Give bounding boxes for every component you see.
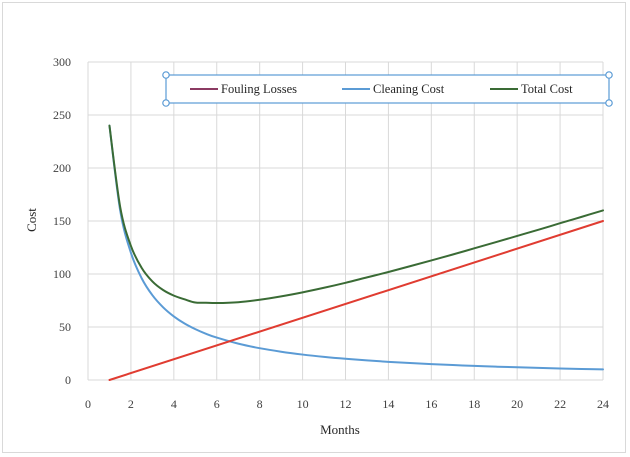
legend-handle-top-left[interactable] <box>162 71 170 79</box>
y-tick-label: 250 <box>53 108 71 122</box>
x-tick-label: 22 <box>554 397 566 411</box>
x-tick-label: 12 <box>340 397 352 411</box>
x-tick-label: 24 <box>597 397 609 411</box>
x-tick-label: 2 <box>128 397 134 411</box>
x-tick-label: 4 <box>171 397 177 411</box>
y-tick-label: 200 <box>53 161 71 175</box>
legend-handle-bottom-left[interactable] <box>162 99 170 107</box>
x-tick-label: 0 <box>85 397 91 411</box>
x-tick-labels: 0 2 4 6 8 10 12 14 16 18 20 22 24 <box>85 397 609 411</box>
x-tick-label: 10 <box>297 397 309 411</box>
legend-box[interactable] <box>165 74 610 104</box>
legend-label-fouling-losses: Fouling Losses <box>221 82 297 96</box>
series-line-fouling-losses <box>108 220 604 381</box>
y-tick-label: 150 <box>53 214 71 228</box>
x-tick-label: 20 <box>511 397 523 411</box>
x-tick-label: 14 <box>382 397 394 411</box>
legend[interactable]: Fouling Losses Cleaning Cost Total Cost <box>162 71 613 107</box>
y-tick-label: 300 <box>53 55 71 69</box>
legend-label-cleaning-cost: Cleaning Cost <box>373 82 445 96</box>
series-lines <box>108 124 604 381</box>
x-tick-label: 18 <box>468 397 480 411</box>
y-axis-title: Cost <box>24 208 39 232</box>
legend-handle-top-right[interactable] <box>605 71 613 79</box>
x-tick-label: 16 <box>425 397 437 411</box>
x-axis-title: Months <box>320 422 360 437</box>
y-tick-labels: 0 50 100 150 200 250 300 <box>53 55 71 387</box>
legend-label-total-cost: Total Cost <box>521 82 573 96</box>
series-line-total-cost <box>108 124 604 305</box>
legend-handle-bottom-right[interactable] <box>605 99 613 107</box>
x-tick-label: 8 <box>257 397 263 411</box>
y-tick-label: 0 <box>65 373 71 387</box>
series-line-cleaning-cost <box>108 124 604 371</box>
gridlines <box>87 61 604 381</box>
x-tick-label: 6 <box>214 397 220 411</box>
y-tick-label: 100 <box>53 267 71 281</box>
y-tick-label: 50 <box>59 320 71 334</box>
